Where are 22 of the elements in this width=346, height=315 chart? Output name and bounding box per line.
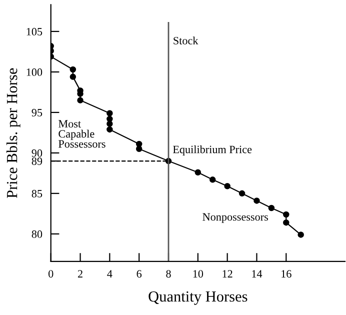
annotation: Most Capable Possessors bbox=[58, 120, 106, 148]
x-tick-label: 10 bbox=[193, 270, 204, 278]
x-tick-label: 6 bbox=[136, 270, 142, 278]
annotation: Nonpossessors bbox=[202, 213, 268, 223]
y-tick-label: 95 bbox=[32, 108, 42, 116]
y-tick-label: 105 bbox=[26, 28, 42, 36]
x-axis-title: Quantity Horses bbox=[148, 291, 248, 305]
y-tick-label: 90 bbox=[32, 149, 42, 157]
x-tick-label: 2 bbox=[78, 270, 82, 278]
x-tick-label: 14 bbox=[252, 270, 262, 278]
y-tick-label: 89 bbox=[32, 157, 42, 165]
x-tick-label: 12 bbox=[222, 270, 232, 278]
y-tick-label: 80 bbox=[32, 230, 42, 238]
annotation: Equilibrium Price bbox=[172, 145, 252, 156]
y-tick-label: 100 bbox=[26, 68, 42, 76]
x-tick-label: 8 bbox=[166, 270, 171, 278]
y-axis-title: Price Bbls. per Horse bbox=[6, 68, 20, 198]
ref-line-label: Stock bbox=[174, 36, 198, 44]
y-tick-label: 85 bbox=[32, 190, 42, 198]
x-tick-label: 16 bbox=[282, 270, 292, 278]
x-tick-label: 0 bbox=[48, 270, 54, 278]
x-tick-label: 4 bbox=[107, 270, 112, 278]
